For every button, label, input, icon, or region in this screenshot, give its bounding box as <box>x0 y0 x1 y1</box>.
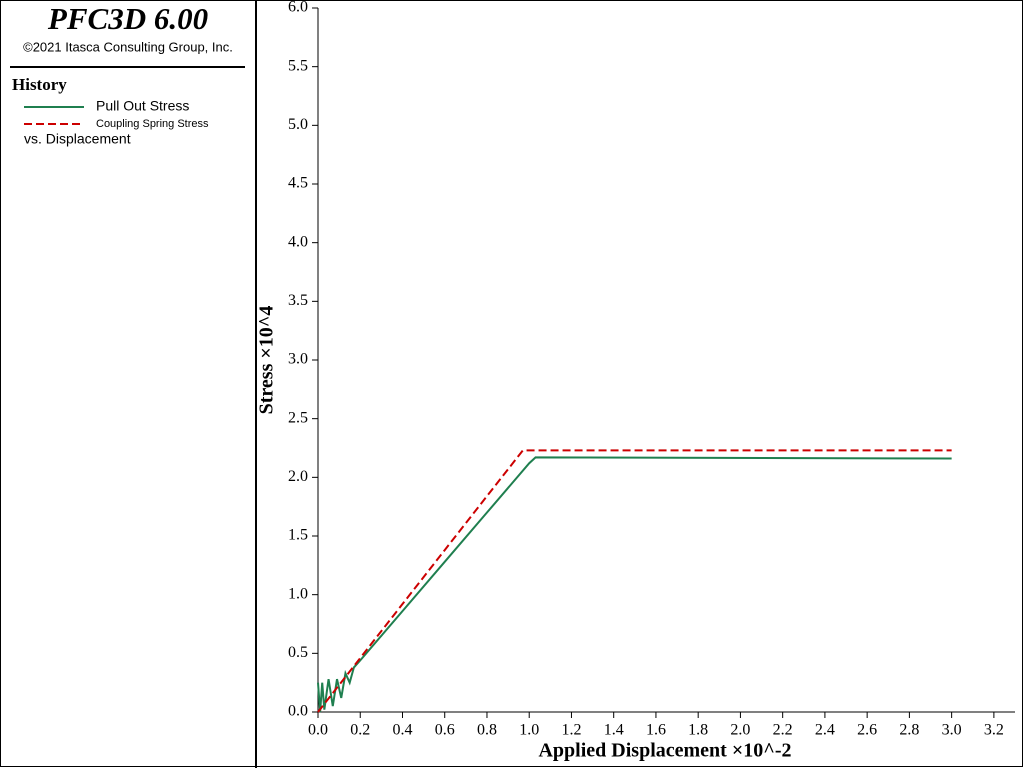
legend-note: vs. Displacement <box>24 131 131 147</box>
x-tick-label: 2.6 <box>857 722 877 739</box>
y-tick-label: 4.5 <box>288 175 308 192</box>
y-tick-label: 2.5 <box>288 409 308 426</box>
x-tick-label: 0.0 <box>308 722 328 739</box>
y-tick-label: 5.5 <box>288 57 308 74</box>
y-tick-label: 0.0 <box>288 703 308 720</box>
y-tick-label: 0.5 <box>288 644 308 661</box>
x-axis-label: Applied Displacement ×10^-2 <box>538 740 791 762</box>
y-tick-label: 1.5 <box>288 527 308 544</box>
x-tick-label: 1.0 <box>519 722 539 739</box>
legend-title: History <box>12 75 67 94</box>
y-tick-label: 3.5 <box>288 292 308 309</box>
x-tick-label: 3.0 <box>942 722 962 739</box>
y-tick-label: 6.0 <box>288 0 308 16</box>
y-tick-label: 3.0 <box>288 351 308 368</box>
x-tick-label: 0.6 <box>435 722 455 739</box>
x-tick-label: 3.2 <box>984 722 1004 739</box>
x-tick-label: 0.8 <box>477 722 497 739</box>
y-tick-label: 2.0 <box>288 468 308 485</box>
x-tick-label: 1.8 <box>688 722 708 739</box>
x-tick-label: 1.6 <box>646 722 666 739</box>
x-tick-label: 1.2 <box>561 722 581 739</box>
x-tick-label: 1.4 <box>604 722 624 739</box>
x-tick-label: 2.4 <box>815 722 835 739</box>
x-tick-label: 0.2 <box>350 722 370 739</box>
x-tick-label: 2.0 <box>730 722 750 739</box>
y-tick-label: 1.0 <box>288 585 308 602</box>
copyright: ©2021 Itasca Consulting Group, Inc. <box>23 39 233 54</box>
x-tick-label: 2.2 <box>773 722 793 739</box>
series-line <box>317 456 952 713</box>
legend-label: Coupling Spring Stress <box>96 118 209 130</box>
series-line <box>317 449 952 713</box>
legend-label: Pull Out Stress <box>96 98 189 114</box>
y-tick-label: 5.0 <box>288 116 308 133</box>
y-axis-label: Stress ×10^4 <box>256 306 278 415</box>
app-title: PFC3D 6.00 <box>47 1 208 36</box>
y-tick-label: 4.0 <box>288 233 308 250</box>
x-tick-label: 0.4 <box>392 722 412 739</box>
x-tick-label: 2.8 <box>899 722 919 739</box>
